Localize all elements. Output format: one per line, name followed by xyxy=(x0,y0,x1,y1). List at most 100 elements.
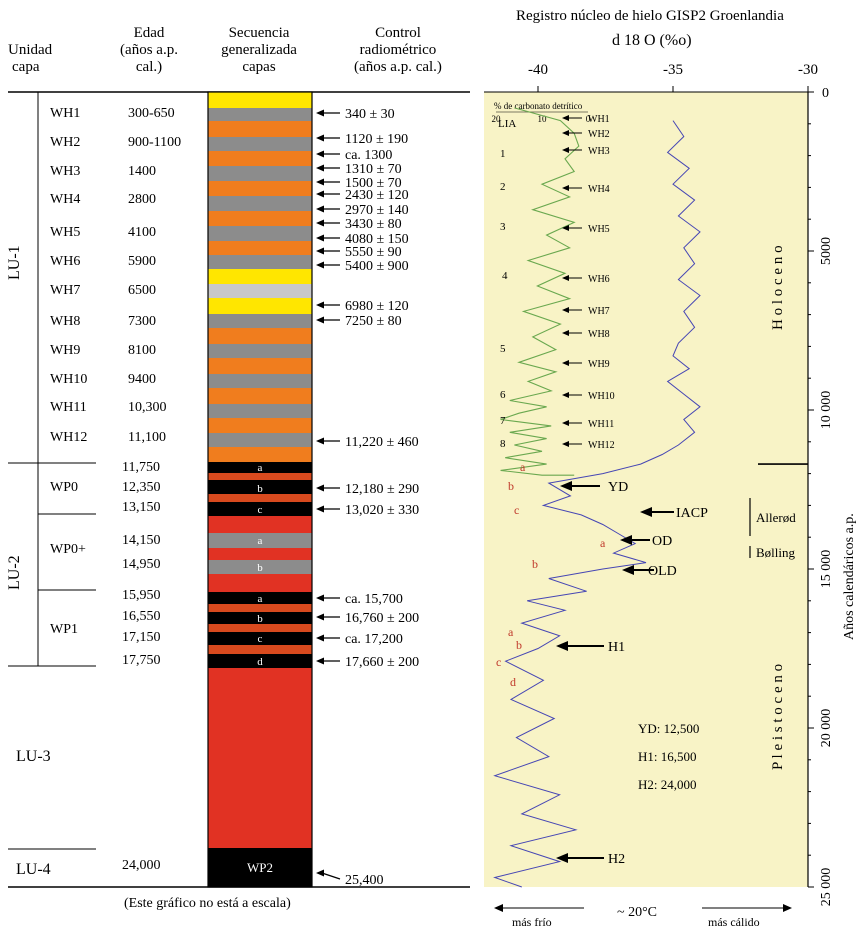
sequence-layer xyxy=(208,645,312,654)
layer-name: WH11 xyxy=(50,400,87,415)
sequence-layer xyxy=(208,516,312,533)
layer-age: 15,950 xyxy=(122,588,161,603)
header-sequence: Secuencia generalizada capas xyxy=(221,25,297,75)
sequence-layer xyxy=(208,226,312,241)
phase-bolling: Bølling xyxy=(756,545,796,560)
layer-name: WH7 xyxy=(50,283,81,298)
subunit-wp0: WP0 xyxy=(50,480,78,495)
sequence-layer xyxy=(208,137,312,151)
y-tick-label: 15 000 xyxy=(819,550,834,589)
layer-age: 6500 xyxy=(128,283,156,298)
radiometric-value: 340 ± 30 xyxy=(345,107,395,122)
arrow-head xyxy=(562,360,569,366)
layer-age: 10,300 xyxy=(128,400,167,415)
red-letter: b xyxy=(532,557,538,571)
y-tick-label: 20 000 xyxy=(819,709,834,748)
arrow-head xyxy=(316,261,324,269)
d18o-series-line xyxy=(493,120,701,888)
sequence-layer xyxy=(208,269,312,284)
layer-age: 17,150 xyxy=(122,630,161,645)
arrow-head xyxy=(556,853,568,863)
radiometric-value: 13,020 ± 330 xyxy=(345,503,419,518)
carbonate-label: 2 xyxy=(500,181,506,193)
red-letter: a xyxy=(508,625,514,639)
arrow-head xyxy=(783,904,792,912)
arrow-head xyxy=(562,225,569,231)
sequence-layer xyxy=(208,848,312,887)
chart-title: Registro núcleo de hielo GISP2 Groenland… xyxy=(516,8,784,24)
sequence-label: c xyxy=(258,504,263,516)
wh-marker-label: WH8 xyxy=(588,329,610,340)
radiometric-value: 5550 ± 90 xyxy=(345,245,402,260)
radiometric-value: 12,180 ± 290 xyxy=(345,482,419,497)
sequence-layer xyxy=(208,433,312,447)
wh-marker-label: WH10 xyxy=(588,391,615,402)
carbonate-axis-label: % de carbonato detrítico xyxy=(494,101,583,111)
sequence-layer xyxy=(208,612,312,624)
layer-age: 5900 xyxy=(128,254,156,269)
sequence-layer xyxy=(208,632,312,645)
y-tick-label: 0 xyxy=(822,86,829,101)
sequence-layer xyxy=(208,108,312,121)
red-letter: c xyxy=(496,655,501,669)
layer-name: WH6 xyxy=(50,254,81,269)
sequence-label: b xyxy=(257,562,263,574)
arrow-head xyxy=(562,330,569,336)
carbonate-label: 1 xyxy=(500,148,506,160)
sequence-layer xyxy=(208,447,312,462)
wh-marker-label: WH6 xyxy=(588,274,610,285)
legend-value: YD: 12,500 xyxy=(638,721,699,736)
sequence-border xyxy=(207,91,313,888)
sequence-layer xyxy=(208,494,312,502)
sequence-layer xyxy=(208,480,312,494)
sequence-layer xyxy=(208,196,312,211)
arrow-head xyxy=(316,613,324,621)
sequence-layer xyxy=(208,668,312,848)
arrow-head xyxy=(562,420,569,426)
sequence-layer xyxy=(208,92,312,108)
layer-age: 14,950 xyxy=(122,557,161,572)
arrow-head xyxy=(316,109,324,117)
sequence-label: a xyxy=(258,593,263,605)
event-label: OLD xyxy=(648,564,677,579)
sequence-layer xyxy=(208,284,312,298)
x-tick-label: -35 xyxy=(663,62,683,78)
arrow-head xyxy=(316,150,324,158)
layer-age: 11,100 xyxy=(128,430,166,445)
arrow-head xyxy=(562,392,569,398)
arrow-head xyxy=(622,565,634,575)
sequence-layer xyxy=(208,574,312,592)
sequence-layer xyxy=(208,211,312,226)
y-tick-label: 25 000 xyxy=(819,868,834,907)
y-tick-label: 5000 xyxy=(819,237,834,265)
arrow-head xyxy=(316,178,324,186)
arrow-head xyxy=(620,535,632,545)
sequence-layer xyxy=(208,121,312,137)
arrow-head xyxy=(316,594,324,602)
layer-name: WH12 xyxy=(50,430,88,445)
sequence-layer xyxy=(208,374,312,388)
layer-name: WH8 xyxy=(50,314,81,329)
radiometric-value: 2970 ± 140 xyxy=(345,203,409,218)
radiometric-value: 25,400 xyxy=(345,873,384,888)
legend-value: H2: 24,000 xyxy=(638,777,697,792)
layer-age: 11,750 xyxy=(122,460,160,475)
sequence-layer xyxy=(208,560,312,574)
radiometric-value: ca. 17,200 xyxy=(345,632,403,647)
epoch-pleistoceno: P l e i s t o c e n o xyxy=(770,663,786,770)
event-label: IACP xyxy=(676,506,708,521)
layer-age: 12,350 xyxy=(122,480,161,495)
sequence-layer xyxy=(208,604,312,612)
wh-marker-label: WH5 xyxy=(588,224,610,235)
layer-age: 1400 xyxy=(128,164,156,179)
carbonate-label: 4 xyxy=(502,270,508,282)
layer-age: 14,150 xyxy=(122,533,161,548)
carbonate-series-line xyxy=(500,107,580,476)
arrow-head xyxy=(556,641,568,651)
scale-note: (Este gráfico no está a escala) xyxy=(124,896,291,911)
radiometric-value: 4080 ± 150 xyxy=(345,232,409,247)
layer-name: WH5 xyxy=(50,225,81,240)
arrow-head xyxy=(560,481,572,491)
